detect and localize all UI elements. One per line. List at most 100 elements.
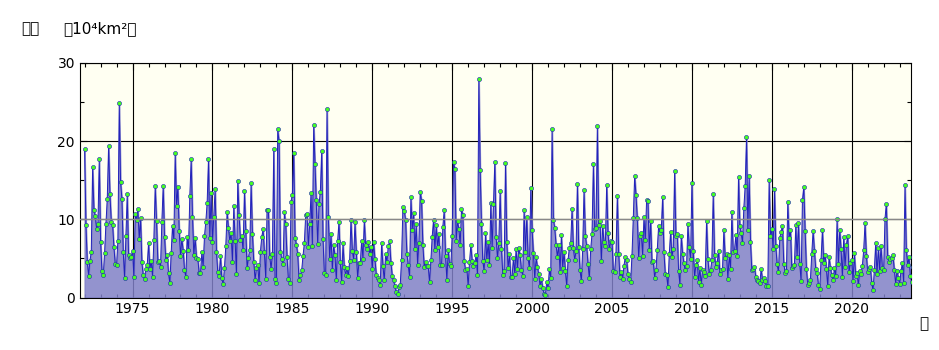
Point [839,242,854,248]
Point [374,240,389,246]
Point [357,218,372,223]
Point [402,274,417,280]
Point [885,253,901,258]
Point [393,282,408,288]
Point [382,238,397,244]
Point [891,275,906,280]
Point [638,237,653,243]
Point [840,233,855,238]
Point [173,253,188,259]
Point [334,280,349,285]
Point [205,239,220,245]
Point [504,274,519,279]
Point [863,264,878,270]
Point [823,265,838,271]
Point [807,248,822,254]
Point [367,256,382,262]
Point [101,143,116,149]
Point [589,225,604,230]
Point [678,267,693,273]
Point [813,257,828,262]
Point [81,273,96,278]
Point [93,239,108,245]
Point [417,264,432,270]
Point [376,263,391,268]
Point [290,252,305,257]
Point [562,245,577,251]
Point [780,199,795,205]
Point [816,260,831,266]
Point [455,212,470,218]
Point [786,263,801,268]
Point [859,253,874,259]
Point [137,276,152,281]
Point [226,203,241,209]
Point [80,259,95,265]
Point [172,228,187,233]
Point [106,244,121,250]
Point [907,242,922,248]
Point [876,267,891,273]
Point [819,266,834,272]
Point [784,266,799,271]
Point [313,189,328,195]
Point [286,150,301,155]
Point [113,179,128,185]
Point [111,238,126,243]
Point [236,248,251,253]
Point [574,278,589,284]
Point [159,258,174,263]
Point [133,216,148,221]
Point [764,226,779,232]
Point [676,260,691,266]
Point [904,279,919,285]
Point [439,277,454,283]
Point [423,258,439,263]
Point [870,272,885,277]
Point [254,234,269,240]
Point [297,240,312,246]
Point [100,196,115,202]
Point [408,222,423,227]
Point [870,245,885,251]
Point [694,282,709,288]
Point [800,282,815,288]
Point [659,272,674,278]
Point [558,268,573,274]
Point [469,252,484,258]
Point [96,272,111,278]
Point [787,262,802,267]
Point [832,227,847,233]
Point [715,266,730,272]
Point [230,178,245,183]
Point [566,245,581,251]
Point [883,257,898,262]
Point [216,282,231,287]
Point [178,274,193,280]
Point [446,160,461,165]
Point [665,254,680,260]
Point [177,267,192,273]
Point [141,240,156,246]
Point [554,232,569,238]
Point [434,263,449,268]
Point [671,268,686,273]
Point [850,271,865,276]
Text: （10⁴km²）: （10⁴km²） [63,21,137,36]
Point [682,244,697,250]
Point [713,271,728,277]
Point [835,274,850,279]
Point [827,265,842,271]
Point [125,248,140,253]
Point [364,266,379,272]
Point [399,251,414,257]
Point [380,244,395,249]
Point [542,266,557,272]
Point [783,227,798,232]
Point [83,258,98,264]
Point [609,193,624,198]
Point [442,261,457,267]
Point [720,276,735,282]
Point [321,214,336,219]
Point [745,267,760,273]
